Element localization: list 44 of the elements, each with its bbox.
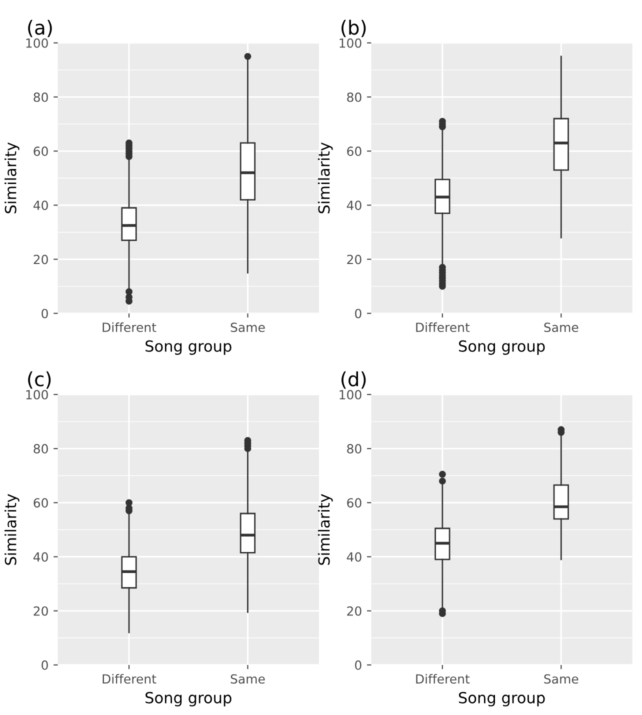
x-axis-title: Song group (458, 340, 545, 355)
y-tick-label: 20 (347, 254, 362, 264)
y-axis-title: Similarity (318, 142, 333, 214)
y-tick-label: 0 (355, 308, 362, 318)
y-tick-label: 20 (34, 606, 48, 616)
y-axis-title: Similarity (318, 494, 333, 565)
y-tick-label: 80 (347, 92, 362, 102)
x-tick-label: Same (230, 322, 265, 332)
y-tick-label: 40 (33, 200, 48, 210)
y-tick-label: 40 (33, 552, 48, 562)
y-tick-label: 100 (340, 38, 362, 48)
y-tick-label: 20 (347, 606, 362, 616)
chart-title: (a) (28, 20, 52, 38)
y-tick-label: 80 (34, 92, 48, 102)
y-tick-label: 100 (340, 390, 362, 400)
x-tick-label: Same (544, 674, 578, 684)
x-axis-title: Song group (146, 692, 232, 706)
x-tick-label: Different (102, 322, 156, 332)
x-tick-label: Different (102, 674, 156, 684)
x-tick-label: Same (230, 674, 265, 684)
y-axis-title: Similarity (4, 142, 20, 214)
x-tick-label: Same (544, 322, 578, 332)
y-tick-label: 60 (347, 146, 362, 156)
y-tick-label: 0 (355, 660, 362, 670)
x-axis-title: Song group (146, 340, 232, 355)
chart-title: (d) (342, 371, 366, 389)
y-tick-label: 20 (34, 254, 48, 264)
y-tick-label: 60 (34, 498, 48, 508)
y-tick-label: 80 (347, 444, 362, 454)
x-axis-title: Song group (458, 692, 545, 706)
chart-title: (b) (342, 20, 366, 38)
y-tick-label: 0 (42, 660, 48, 670)
y-tick-label: 100 (26, 390, 48, 400)
x-tick-label: Different (416, 674, 470, 684)
x-tick-label: Different (416, 322, 470, 332)
y-tick-label: 100 (26, 38, 48, 48)
y-tick-label: 40 (346, 552, 362, 562)
y-tick-label: 80 (34, 444, 48, 454)
chart-title: (c) (28, 371, 51, 389)
y-axis-title: Similarity (4, 494, 20, 565)
y-tick-label: 60 (347, 498, 362, 508)
y-tick-label: 60 (34, 146, 48, 156)
y-tick-label: 0 (42, 308, 48, 318)
y-tick-label: 40 (346, 200, 362, 210)
